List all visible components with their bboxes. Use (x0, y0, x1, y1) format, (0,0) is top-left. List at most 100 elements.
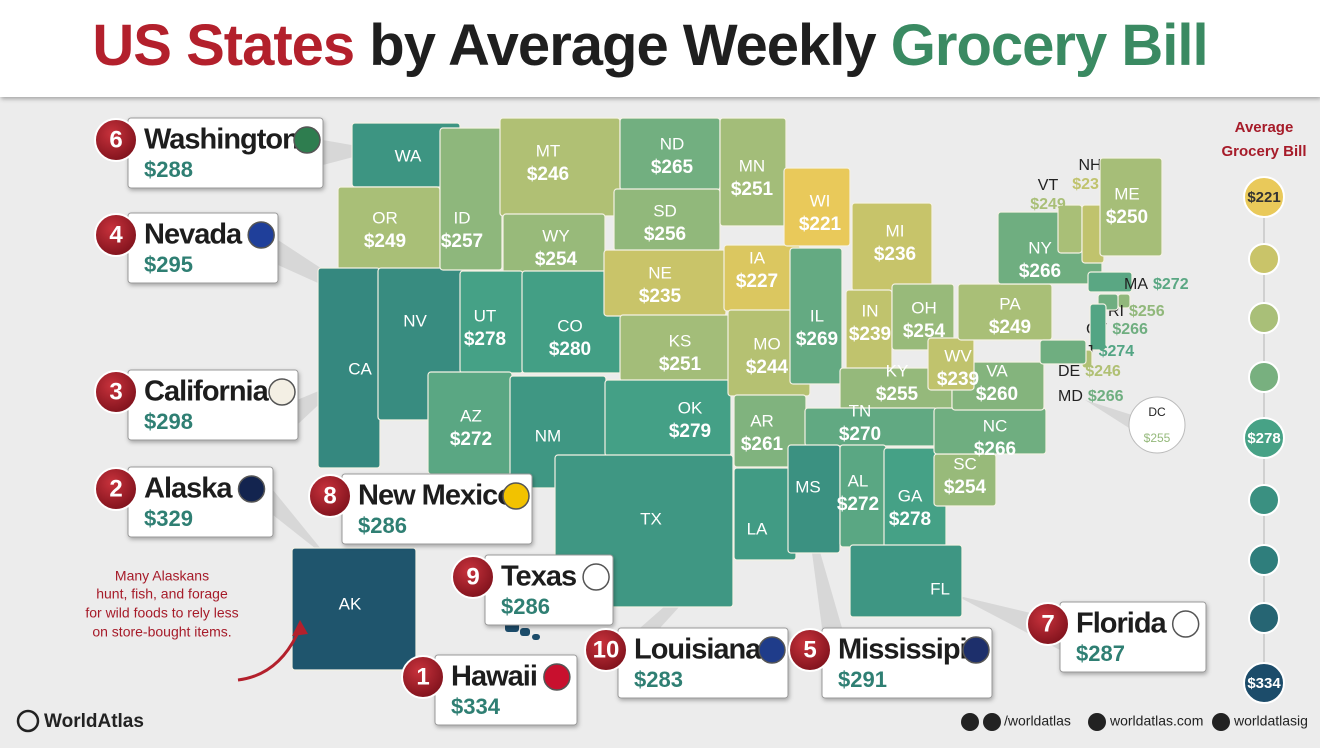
icon-web[interactable] (1088, 713, 1106, 731)
state-abbr: WY (542, 226, 569, 245)
instagram[interactable]: worldatlasig (1233, 713, 1308, 729)
callout: 6 Washington$288 (94, 117, 324, 189)
rank-badge (94, 213, 138, 257)
state-value: $246 (527, 164, 569, 185)
state-shape (1089, 303, 1107, 351)
state-value: $256 (1129, 303, 1165, 320)
rank: 9 (466, 563, 479, 590)
state-abbr: MD (1058, 388, 1083, 405)
brand-logo (16, 709, 40, 733)
rank-badge (94, 118, 138, 162)
state-abbr: IL (810, 306, 824, 325)
legend-label: $334 (1247, 675, 1281, 692)
callout: 8 New Mexico$286 (308, 473, 533, 545)
state-abbr: KS (669, 331, 692, 350)
state-value: $254 (944, 477, 987, 498)
state-abbr: AL (848, 471, 869, 490)
legend-title: Average (1235, 119, 1294, 136)
state-abbr: KY (886, 361, 909, 380)
state-abbr: NY (1028, 238, 1052, 257)
state-abbr: ND (660, 134, 685, 153)
state-abbr: CO (557, 316, 583, 335)
state-value: $249 (364, 231, 406, 252)
state-abbr: FL (930, 579, 950, 598)
state-shape (520, 628, 530, 636)
state-value: $287 (1076, 641, 1125, 666)
state-value: $270 (839, 424, 881, 445)
state-value: $227 (736, 271, 778, 292)
state-name: New Mexico (358, 480, 514, 512)
state-name: Mississipi (838, 634, 967, 666)
state-abbr: AZ (460, 406, 482, 425)
state-shape (787, 444, 841, 554)
state-flag (237, 475, 266, 503)
state-abbr: NE (648, 263, 672, 282)
state-name: Florida (1076, 608, 1168, 640)
state-name: Hawaii (451, 661, 537, 693)
callout: 5 Mississipi$291 (788, 627, 993, 699)
title-part: by Average Weekly (369, 13, 876, 78)
state-abbr: SD (653, 201, 677, 220)
legend-swatch (1248, 243, 1280, 275)
state-abbr: ME (1114, 184, 1140, 203)
title: US States by Average Weekly Grocery Bill (92, 13, 1207, 78)
footer: WorldAtlas /worldatlas worldatlas.com wo… (16, 709, 1308, 733)
rank: 10 (593, 636, 620, 663)
header-band (0, 0, 1320, 97)
legend-swatch (1248, 544, 1280, 576)
state-flag (1171, 610, 1200, 638)
callout: 9 Texas$286 (451, 554, 614, 626)
legend-label: $278 (1247, 430, 1280, 447)
state-shape (604, 379, 732, 457)
state-shape (337, 186, 441, 271)
state-shape (291, 547, 417, 671)
rank: 6 (109, 126, 122, 153)
title-part: Grocery Bill (891, 13, 1208, 78)
state-shape (789, 247, 843, 385)
state-shape (733, 467, 797, 561)
legend-swatch (1243, 417, 1285, 459)
state-name: Louisiana (634, 634, 762, 666)
state-value: $278 (464, 329, 506, 350)
state-flag (247, 221, 275, 249)
state-flag (962, 636, 990, 664)
social-handle[interactable]: /worldatlas (1004, 713, 1071, 729)
rank-badge (451, 555, 495, 599)
state-value: $221 (799, 214, 842, 235)
state-value: $265 (651, 157, 694, 178)
note-line: Many Alaskans (115, 568, 209, 584)
state-shape (532, 634, 540, 640)
state-label: MA $272 (1124, 276, 1189, 293)
state-value: $279 (669, 421, 711, 442)
state-value: $251 (659, 354, 702, 375)
pointer (273, 490, 330, 560)
site[interactable]: worldatlas.com (1109, 713, 1203, 729)
map: WA OR $249 CA NV ID $257 MT $246 WY $254 UT $278 CO $2… (291, 117, 1189, 671)
state-value: $288 (144, 157, 193, 182)
icon-facebook[interactable] (983, 713, 1001, 731)
state-name: Alaska (144, 473, 233, 505)
state-abbr: WI (810, 191, 831, 210)
state-abbr: UT (474, 306, 497, 325)
state-flag (758, 636, 786, 664)
callout: 7 Florida$287 (1026, 601, 1207, 673)
state-abbr: CA (348, 359, 372, 378)
state-value: $250 (1106, 207, 1148, 228)
state-value: $260 (976, 384, 1018, 405)
state-value: $269 (796, 329, 838, 350)
state-value: $239 (849, 324, 891, 345)
state-value: $254 (535, 249, 578, 270)
state-abbr: VA (986, 361, 1008, 380)
icon-youtube[interactable] (961, 713, 979, 731)
state-value: $255 (876, 384, 919, 405)
state-abbr: MN (739, 156, 765, 175)
note-line: for wild foods to rely less (85, 605, 238, 621)
rank: 5 (803, 636, 816, 663)
state-flag (268, 378, 296, 406)
state-abbr: TN (849, 401, 872, 420)
note-line: hunt, fish, and forage (96, 586, 228, 602)
state-value: $251 (731, 179, 774, 200)
icon-instagram[interactable] (1212, 713, 1230, 731)
state-abbr: GA (898, 486, 923, 505)
state-value: $254 (903, 321, 946, 342)
